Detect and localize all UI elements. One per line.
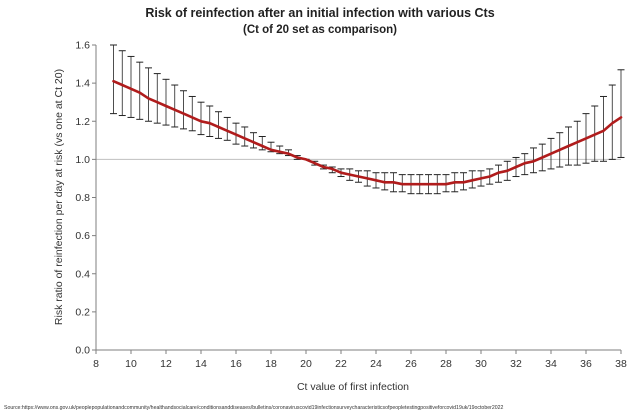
- x-tick-label: 30: [475, 358, 487, 370]
- series-layer: [112, 79, 623, 186]
- y-tick-label: 1.0: [75, 154, 90, 166]
- error-bar: [258, 136, 266, 151]
- error-bar: [171, 84, 179, 128]
- error-bar: [600, 95, 607, 162]
- y-tick-label: 1.6: [75, 40, 90, 52]
- x-tick-label: 22: [335, 358, 347, 370]
- error-bar: [215, 111, 222, 139]
- error-bar: [127, 55, 135, 118]
- axis-layer: 0.0 0.2 0.4 0.6 0.8 1.0 1.2 1.4 1.6 8 10 12 14 16 18 20…: [75, 40, 627, 371]
- x-tick-label: 20: [300, 358, 312, 370]
- y-tick-label: 0.0: [75, 345, 90, 357]
- y-axis-title: Risk ratio of reinfection per day at ris…: [53, 69, 65, 325]
- error-bars: [110, 44, 625, 195]
- x-tick-label: 24: [370, 358, 382, 370]
- error-bar: [145, 67, 152, 122]
- source-note: Source:https://www.ons.gov.uk/peoplepopu…: [4, 405, 504, 411]
- x-tick-label: 34: [545, 358, 557, 370]
- error-bar: [153, 73, 161, 124]
- x-tick-label: 8: [93, 358, 99, 370]
- error-bar: [197, 101, 205, 136]
- chart-area: 0.0 0.2 0.4 0.6 0.8 1.0 1.2 1.4 1.6 8 10 12 14 16 18 20…: [53, 40, 627, 394]
- error-bar: [206, 105, 214, 137]
- y-tick-label: 1.4: [75, 78, 90, 90]
- x-tick-label: 10: [125, 358, 137, 370]
- error-bar: [223, 116, 231, 141]
- x-tick-label: 32: [510, 358, 522, 370]
- x-tick-label: 38: [615, 358, 627, 370]
- chart-title: Risk of reinfection after an initial inf…: [145, 6, 495, 20]
- error-bar: [162, 78, 170, 126]
- x-tick-label: 14: [195, 358, 207, 370]
- chart-subtitle: (Ct of 20 set as comparison): [242, 24, 397, 36]
- error-bar: [180, 90, 187, 130]
- x-tick-label: 16: [230, 358, 242, 370]
- error-bar: [136, 61, 144, 120]
- x-tick-label: 18: [265, 358, 277, 370]
- y-tick-label: 0.4: [75, 268, 90, 280]
- error-bar: [241, 126, 249, 147]
- series-line: [112, 79, 623, 186]
- x-tick-label: 36: [580, 358, 592, 370]
- x-tick-label: 12: [160, 358, 172, 370]
- x-tick-label: 28: [440, 358, 452, 370]
- error-bar: [188, 95, 196, 132]
- x-axis-title: Ct value of first infection: [297, 381, 409, 393]
- y-tick-label: 1.2: [75, 116, 90, 128]
- error-bar: [617, 69, 625, 158]
- error-bar: [250, 132, 257, 149]
- error-bar: [118, 50, 126, 117]
- y-tick-label: 0.8: [75, 192, 90, 204]
- y-tick-label: 0.6: [75, 230, 90, 242]
- y-tick-label: 0.2: [75, 306, 90, 318]
- x-tick-label: 26: [405, 358, 417, 370]
- error-bar: [110, 44, 117, 115]
